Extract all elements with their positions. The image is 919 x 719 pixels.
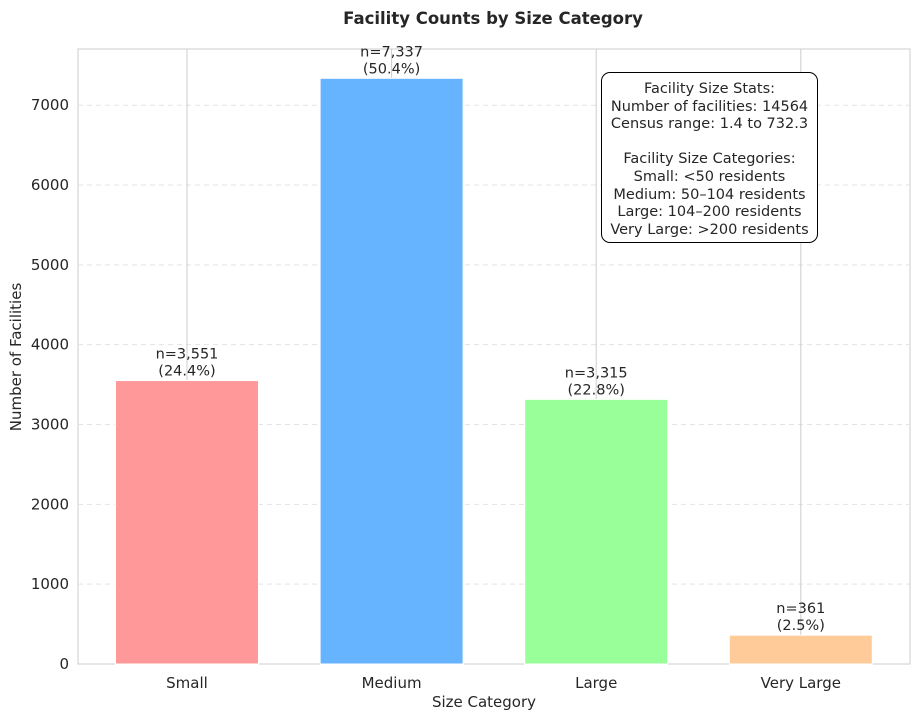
- y-tick-label: 2000: [31, 495, 69, 513]
- data-labels: n=3,551(24.4%) n=7,337(50.4%) n=3,315(22.8…: [156, 44, 826, 634]
- stats-category-large: Large: 104–200 residents: [617, 204, 802, 221]
- bar-small: [115, 380, 259, 665]
- stats-category-medium: Medium: 50–104 residents: [613, 186, 806, 203]
- bars: [115, 77, 873, 665]
- y-tick-label: 6000: [31, 176, 69, 194]
- y-tick-label: 5000: [31, 256, 69, 274]
- data-label-count: n=3,551: [156, 347, 219, 363]
- stats-facility-count: Number of facilities: 14564: [610, 98, 809, 115]
- x-axis-ticks: Small Medium Large Very Large: [166, 674, 841, 692]
- y-axis-label: Number of Facilities: [7, 283, 25, 432]
- x-tick-label: Small: [166, 674, 208, 692]
- bar-very-large: [728, 634, 873, 665]
- data-label-count: n=3,315: [565, 365, 628, 381]
- stats-annotation-box: Facility Size Stats: Number of facilitie…: [601, 72, 818, 243]
- data-label-percent: (24.4%): [158, 364, 215, 380]
- y-tick-label: 7000: [31, 96, 69, 114]
- stats-heading: Facility Size Stats:: [643, 81, 776, 97]
- chart-title: Facility Counts by Size Category: [343, 9, 643, 28]
- x-axis-label: Size Category: [432, 693, 536, 711]
- stats-census-range: Census range: 1.4 to 732.3: [610, 116, 809, 133]
- y-axis-ticks: 0 1000 2000 3000 4000 5000 6000 7000: [31, 96, 69, 673]
- y-tick-label: 4000: [31, 336, 69, 354]
- x-tick-label: Medium: [362, 674, 422, 692]
- x-tick-label: Very Large: [761, 674, 841, 692]
- stats-category-small: Small: <50 residents: [633, 168, 786, 185]
- data-label-percent: (22.8%): [568, 382, 625, 398]
- x-tick-label: Large: [575, 674, 617, 692]
- data-label-count: n=361: [776, 601, 825, 617]
- bar-medium: [319, 77, 464, 665]
- y-tick-label: 1000: [31, 575, 69, 593]
- bar-large: [524, 398, 669, 665]
- data-label-count: n=7,337: [360, 44, 423, 60]
- y-tick-label: 0: [59, 655, 69, 673]
- y-tick-label: 3000: [31, 416, 69, 434]
- stats-category-very-large: Very Large: >200 residents: [610, 221, 809, 238]
- data-label-percent: (50.4%): [363, 61, 420, 77]
- stats-categories-heading: Facility Size Categories:: [623, 151, 796, 168]
- data-label-percent: (2.5%): [777, 618, 825, 634]
